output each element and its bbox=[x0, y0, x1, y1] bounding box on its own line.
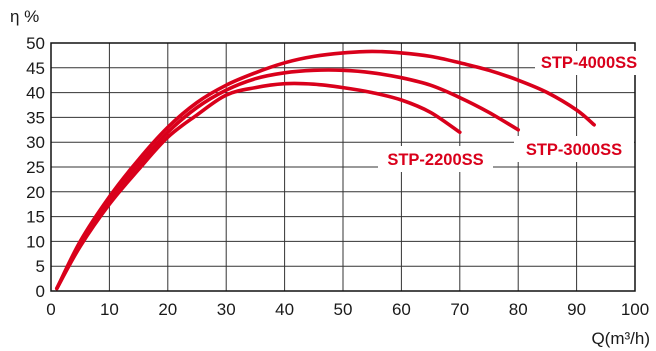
x-tick-label: 90 bbox=[567, 300, 586, 319]
x-tick-label: 0 bbox=[46, 300, 55, 319]
y-tick-label: 20 bbox=[26, 183, 45, 202]
series-label-bg bbox=[378, 146, 493, 172]
y-tick-label: 0 bbox=[36, 282, 45, 301]
y-tick-label: 35 bbox=[26, 108, 45, 127]
x-tick-label: 30 bbox=[217, 300, 236, 319]
y-tick-label: 40 bbox=[26, 84, 45, 103]
series-line-stp-3000ss bbox=[55, 68, 520, 291]
series-label: STP-2200SS bbox=[387, 151, 483, 169]
x-tick-label: 100 bbox=[621, 300, 649, 319]
x-axis-title: Q(m³/h) bbox=[591, 329, 650, 348]
series-labels: STP-2200SS STP-3000SS STP-4000SS bbox=[378, 51, 643, 172]
series-lines bbox=[55, 49, 596, 291]
y-tick-label: 45 bbox=[26, 59, 45, 78]
series-line-stp-2200ss bbox=[55, 81, 462, 291]
y-tick-label: 5 bbox=[36, 257, 45, 276]
x-tick-label: 80 bbox=[509, 300, 528, 319]
x-tick-label: 40 bbox=[275, 300, 294, 319]
series-line-stp-4000ss bbox=[55, 49, 596, 291]
x-tick-label: 60 bbox=[392, 300, 411, 319]
y-tick-label: 50 bbox=[26, 34, 45, 53]
x-tick-label: 50 bbox=[334, 300, 353, 319]
x-tick-label: 20 bbox=[158, 300, 177, 319]
plot-frame bbox=[50, 42, 636, 292]
y-tick-label: 25 bbox=[26, 158, 45, 177]
x-tick-label: 10 bbox=[100, 300, 119, 319]
y-axis-ticks: 0 5 10 15 20 25 30 35 40 45 50 bbox=[26, 34, 45, 301]
series-label: STP-3000SS bbox=[526, 141, 622, 159]
series-label-bg bbox=[514, 136, 634, 162]
series-label-bg bbox=[535, 51, 643, 75]
x-axis-ticks: 0 10 20 30 40 50 60 70 80 90 100 bbox=[46, 300, 649, 319]
plot-border bbox=[50, 42, 636, 292]
y-tick-label: 15 bbox=[26, 208, 45, 227]
y-tick-label: 30 bbox=[26, 133, 45, 152]
series-label: STP-4000SS bbox=[541, 54, 637, 72]
y-tick-label: 10 bbox=[26, 232, 45, 251]
x-tick-label: 70 bbox=[450, 300, 469, 319]
y-axis-title: η % bbox=[10, 7, 39, 26]
